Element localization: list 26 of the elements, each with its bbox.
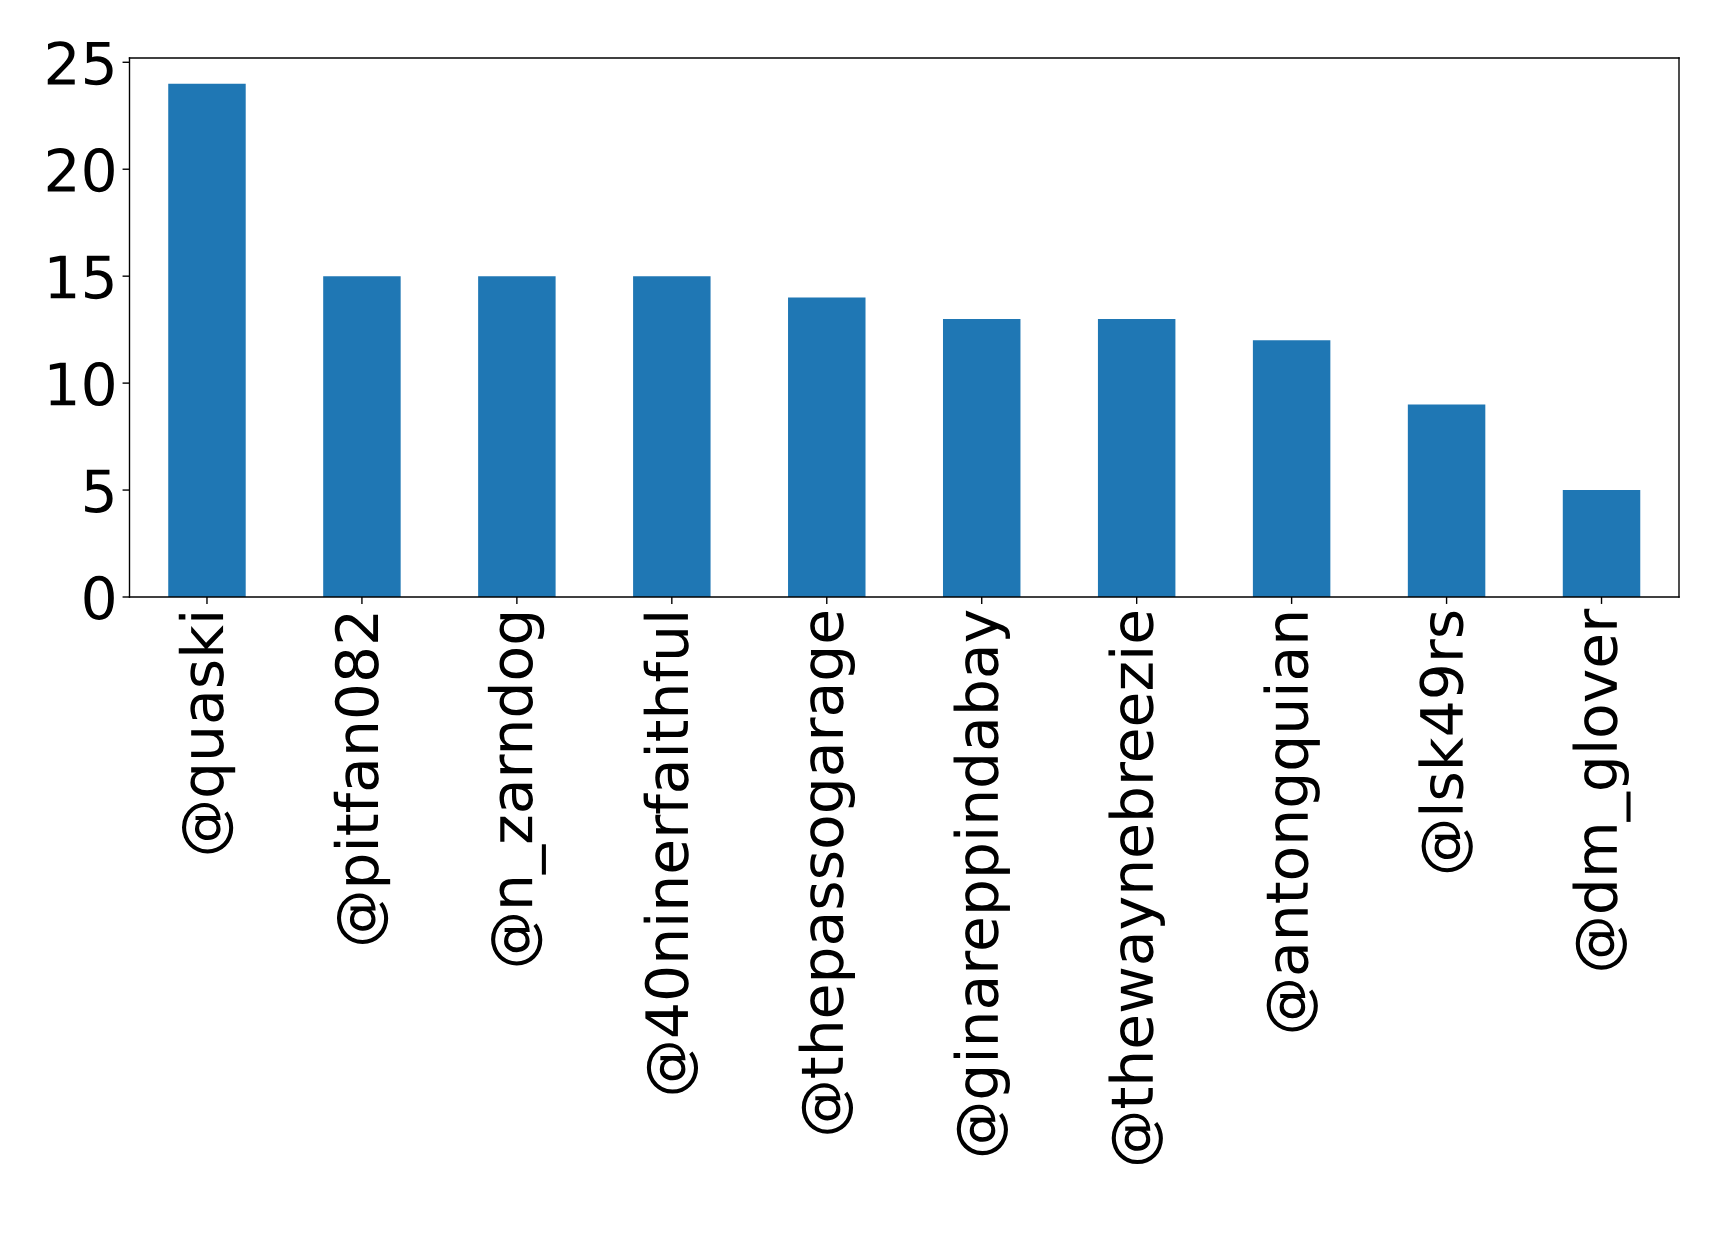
bar	[323, 276, 401, 597]
bar	[633, 276, 711, 597]
x-tick-label: @dm_glover	[1572, 608, 1631, 970]
x-tick-label: @quaski	[178, 614, 236, 854]
bar	[1252, 340, 1331, 597]
bar	[1562, 490, 1641, 597]
x-tick-label: @antongquian	[1263, 613, 1320, 1032]
y-tick-label: 25	[47, 41, 113, 86]
x-tick-label: @n_zarndog	[487, 614, 546, 966]
x-tick-label: @thewaynebreezie	[1108, 611, 1165, 1165]
y-tick-label: 10	[49, 361, 114, 407]
bar	[478, 276, 556, 597]
x-tick-label: @thepassogarage	[798, 611, 855, 1134]
bar	[942, 318, 1021, 597]
x-tick-label: @40ninerfaithful	[643, 614, 699, 1094]
x-tick-label: @lsk49rs	[1418, 611, 1473, 873]
y-tick-label: 20	[47, 148, 114, 193]
y-tick-label: 0	[84, 575, 114, 620]
y-tick-label: 15	[49, 255, 113, 300]
x-tick-label: @ginareppindabay	[953, 610, 1010, 1156]
bar	[1097, 318, 1176, 597]
bar	[168, 83, 246, 597]
y-tick-label: 5	[85, 469, 113, 514]
bar	[788, 297, 866, 597]
bar	[1407, 404, 1486, 597]
x-tick-label: @pitfan082	[333, 614, 391, 944]
